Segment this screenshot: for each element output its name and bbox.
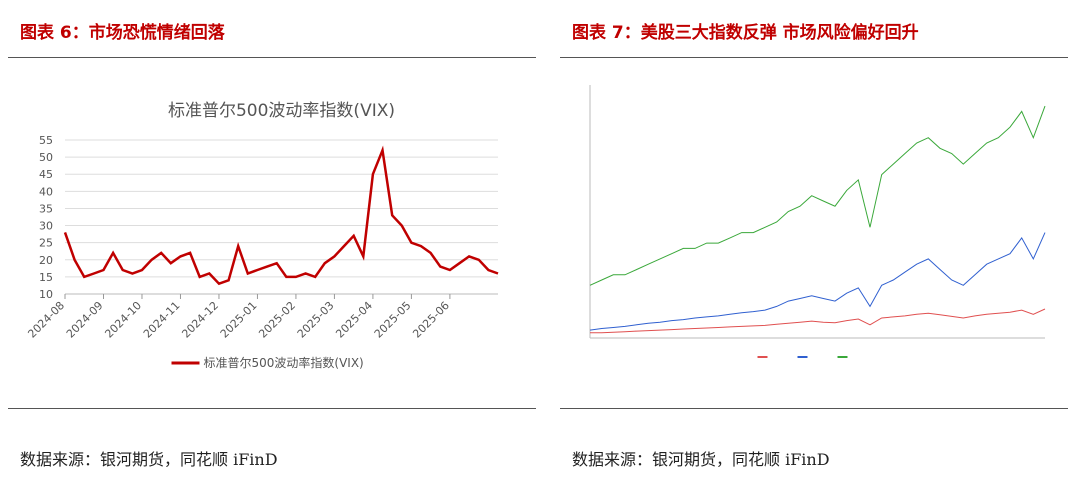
figure-header: 图表 6：市场恐慌情绪回落 bbox=[20, 23, 225, 43]
x-tick-label: 2025-02 bbox=[256, 299, 298, 341]
rule bbox=[8, 408, 536, 409]
x-tick-label: 2025-04 bbox=[333, 299, 375, 341]
x-tick-label: 2024-12 bbox=[179, 299, 221, 341]
source-note: 数据来源：银河期货，同花顺 iFinD bbox=[20, 450, 278, 469]
y-tick-label: 25 bbox=[39, 237, 53, 250]
x-tick-label: 2024-08 bbox=[25, 299, 67, 341]
y-tick-label: 10 bbox=[39, 288, 53, 301]
rule bbox=[8, 57, 536, 58]
series-line bbox=[589, 105, 1046, 286]
y-tick-label: 50 bbox=[39, 151, 53, 164]
chart-title: 标准普尔500波动率指数(VIX) bbox=[168, 101, 395, 121]
x-tick-label: 2024-10 bbox=[102, 299, 144, 341]
x-tick-label: 2025-06 bbox=[410, 299, 452, 341]
y-tick-label: 40 bbox=[39, 185, 53, 198]
rule bbox=[560, 408, 1068, 409]
x-tick-label: 2024-11 bbox=[141, 299, 183, 341]
y-tick-label: 55 bbox=[39, 134, 53, 147]
y-tick-label: 45 bbox=[39, 168, 53, 181]
y-tick-label: 15 bbox=[39, 271, 53, 284]
x-tick-label: 2025-05 bbox=[372, 299, 414, 341]
figure-header: 图表 7：美股三大指数反弹 市场风险偏好回升 bbox=[572, 23, 919, 43]
chart bbox=[589, 85, 1046, 358]
series-line bbox=[63, 145, 499, 286]
rule bbox=[560, 57, 1068, 58]
series-line bbox=[589, 232, 1046, 331]
y-tick-label: 30 bbox=[39, 220, 53, 233]
series-line bbox=[590, 308, 1046, 334]
y-tick-label: 35 bbox=[39, 202, 53, 215]
legend-label: 标准普尔500波动率指数(VIX) bbox=[204, 355, 364, 370]
y-tick-label: 20 bbox=[39, 254, 53, 267]
source-note: 数据来源：银河期货，同花顺 iFinD bbox=[572, 450, 830, 469]
x-tick-label: 2025-03 bbox=[295, 299, 337, 341]
x-tick-label: 2025-01 bbox=[218, 299, 260, 341]
x-tick-label: 2024-09 bbox=[64, 299, 106, 341]
chart: 标准普尔500波动率指数(VIX) 10 15 20 25 30 35 40 45 50 55 202… bbox=[25, 101, 499, 370]
